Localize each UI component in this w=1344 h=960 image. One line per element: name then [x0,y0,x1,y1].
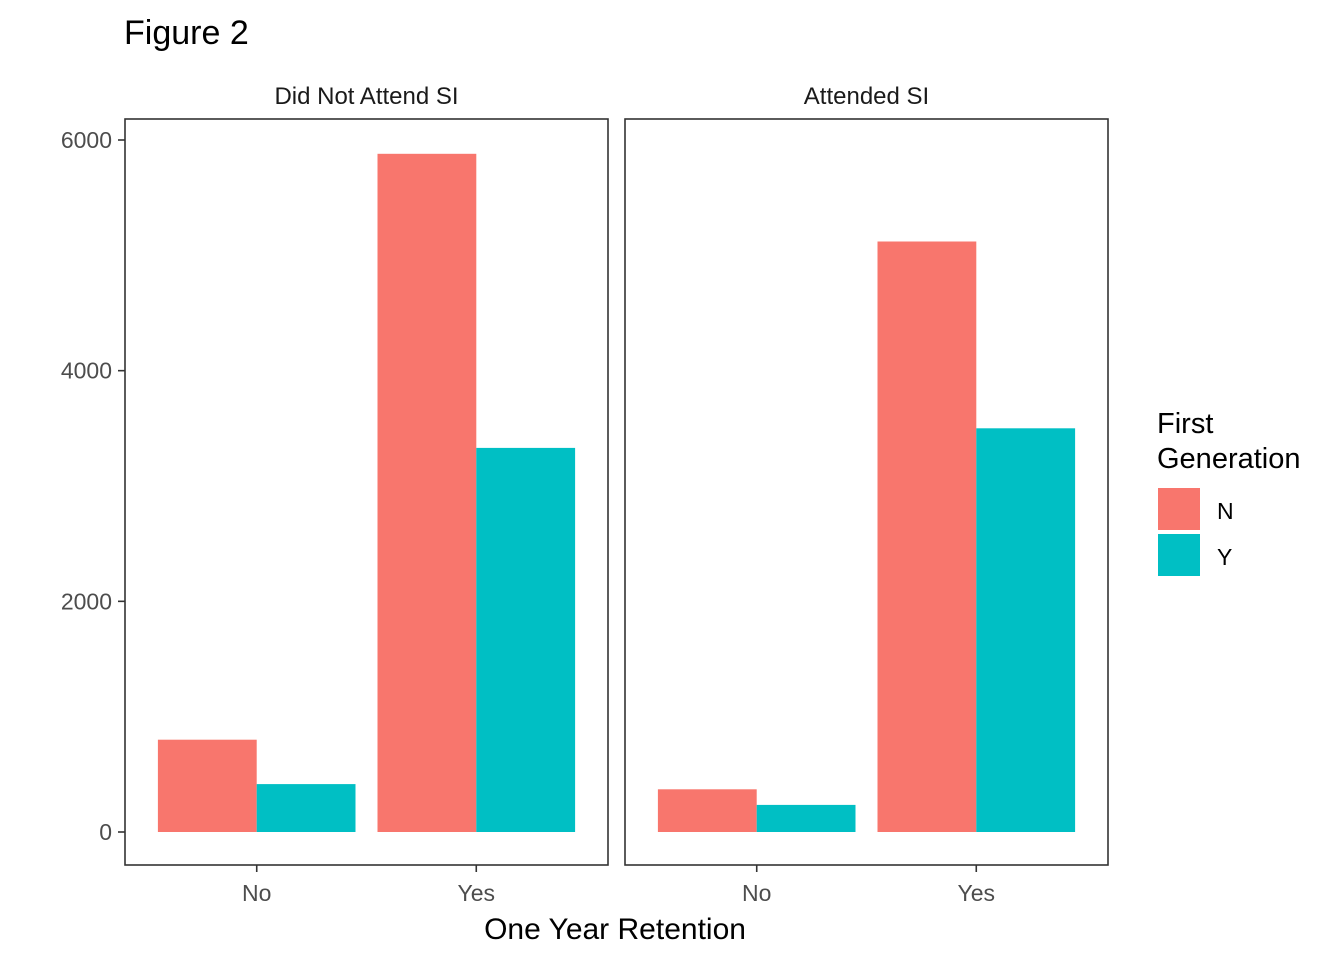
panel-attended-si: Attended SI No Yes [624,83,1109,906]
legend-title-line-1: First [1157,408,1213,440]
x-tick-label-attended-si-yes: Yes [958,880,996,906]
x-tick-label-did-not-attend-si-yes: Yes [458,880,496,906]
facet-label-did-not-attend-si: Did Not Attend SI [274,83,458,110]
chart-title: Figure 2 [124,14,249,52]
legend-title-line-2: Generation [1157,443,1301,475]
bar-did-not-attend-si-yes-y [476,447,576,832]
facet-label-attended-si: Attended SI [804,83,929,110]
panel-border-attended-si [624,118,1109,866]
y-tick-label-6000: 6000 [61,127,112,153]
legend-swatch-n [1158,488,1200,530]
bar-attended-si-no-y [756,804,856,832]
panels-layer: Did Not Attend SI No Yes 0 2000 4000 6000 Atten… [61,83,1109,906]
bar-attended-si-no-n [657,789,757,832]
legend-label-y: Y [1217,544,1232,570]
bar-did-not-attend-si-no-n [157,739,257,832]
legend: First Generation N Y [1157,408,1301,576]
legend-swatch-y [1158,534,1200,576]
y-tick-label-4000: 4000 [61,358,112,384]
y-tick-label-0: 0 [99,819,112,845]
y-tick-label-2000: 2000 [61,588,112,614]
x-axis-title: One Year Retention [484,913,746,946]
bar-did-not-attend-si-yes-n [377,153,477,833]
legend-label-n: N [1217,498,1234,524]
panel-border-did-not-attend-si [124,118,609,866]
x-tick-label-attended-si-no: No [742,880,771,906]
x-tick-label-did-not-attend-si-no: No [242,880,271,906]
bar-attended-si-yes-n [877,241,977,832]
panel-did-not-attend-si: Did Not Attend SI No Yes 0 2000 4000 6000 [61,83,609,906]
bar-attended-si-yes-y [976,428,1076,832]
bar-did-not-attend-si-no-y [256,784,356,832]
